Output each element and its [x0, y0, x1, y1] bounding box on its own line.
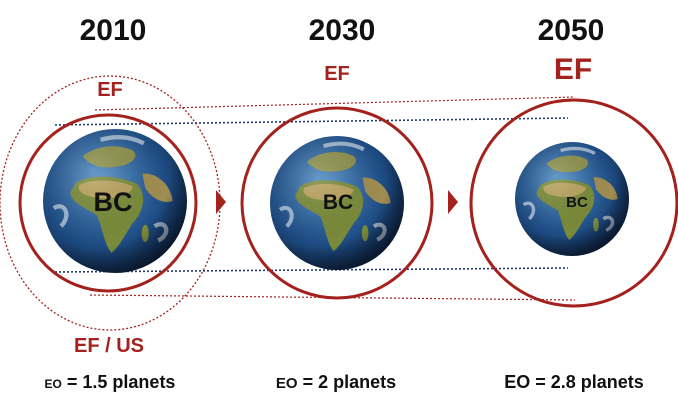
triangle-arrow-right-icon [216, 190, 226, 214]
bc-label-2050: BC [566, 194, 588, 211]
ef-label-2010: EF [97, 79, 123, 101]
bc-label-2030: BC [323, 191, 353, 214]
eo-prefix-2010: EO [45, 377, 62, 391]
year-2050: 2050 [538, 14, 605, 47]
ef-circle-2050 [469, 98, 678, 308]
eo-value-2030: EO = 2 planets [276, 372, 396, 392]
eo-prefix-2030: EO [276, 375, 298, 392]
ef-us-label: EF / US [74, 335, 144, 357]
bc-label-2010: BC [94, 187, 133, 217]
eo-prefix-2050: EO [504, 372, 530, 392]
eo-value-2050: EO = 2.8 planets [504, 372, 644, 392]
ef-circle-2010 [18, 113, 198, 293]
connector-lines [54, 96, 576, 301]
ef-label-2050: EF [554, 53, 592, 86]
year-2010: 2010 [80, 14, 147, 47]
ef-circle-2030 [240, 106, 434, 300]
eo-text-2050: = 2.8 planets [530, 372, 644, 392]
year-2030: 2030 [309, 14, 376, 47]
eo-text-2010: = 1.5 planets [62, 372, 176, 392]
eo-text-2030: = 2 planets [298, 372, 397, 392]
triangle-arrow-right-icon [448, 190, 458, 214]
ef-label-2030: EF [324, 63, 350, 85]
eo-value-2010: EO = 1.5 planets [45, 372, 176, 392]
